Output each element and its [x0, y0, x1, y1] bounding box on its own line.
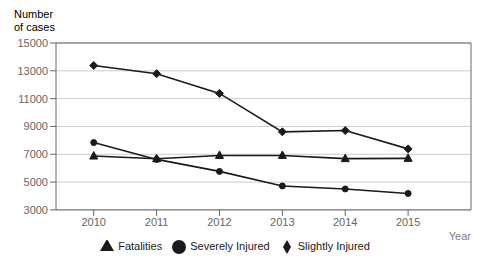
html-text:Fatalities: Fatalities: [118, 239, 163, 252]
svg-text:11000: 11000: [18, 93, 48, 105]
svg-text:7000: 7000: [24, 148, 48, 160]
svg-text:2013: 2013: [270, 216, 294, 228]
svg-text:3000: 3000: [24, 204, 48, 216]
html-text:of cases: of cases: [14, 21, 55, 33]
html-text:Severely Injured: Severely Injured: [190, 239, 270, 252]
svg-text:2014: 2014: [333, 216, 357, 228]
svg-text:2012: 2012: [207, 216, 231, 228]
svg-text:13000: 13000: [17, 65, 48, 77]
svg-text:2015: 2015: [396, 216, 420, 228]
svg-text:2010: 2010: [81, 216, 105, 228]
svg-text:2011: 2011: [145, 216, 169, 228]
svg-text:15000: 15000: [17, 37, 48, 49]
svg-text:Year: Year: [449, 230, 472, 242]
html-text:Number: Number: [14, 8, 54, 20]
svg-text:5000: 5000: [24, 176, 48, 188]
svg-text:9000: 9000: [24, 120, 48, 132]
html-text:Slightly Injured: Slightly Injured: [297, 239, 370, 252]
